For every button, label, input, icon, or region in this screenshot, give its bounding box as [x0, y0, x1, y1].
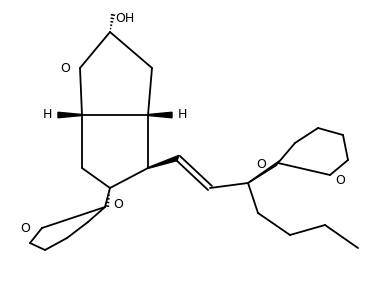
Text: H: H — [43, 109, 52, 122]
Polygon shape — [58, 112, 82, 118]
Text: O: O — [60, 63, 70, 76]
Polygon shape — [148, 155, 179, 168]
Text: O: O — [20, 222, 30, 235]
Polygon shape — [248, 161, 279, 183]
Text: O: O — [256, 158, 266, 171]
Text: OH: OH — [115, 12, 134, 24]
Text: H: H — [178, 109, 187, 122]
Text: O: O — [113, 197, 123, 211]
Polygon shape — [148, 112, 172, 118]
Text: O: O — [335, 173, 345, 186]
